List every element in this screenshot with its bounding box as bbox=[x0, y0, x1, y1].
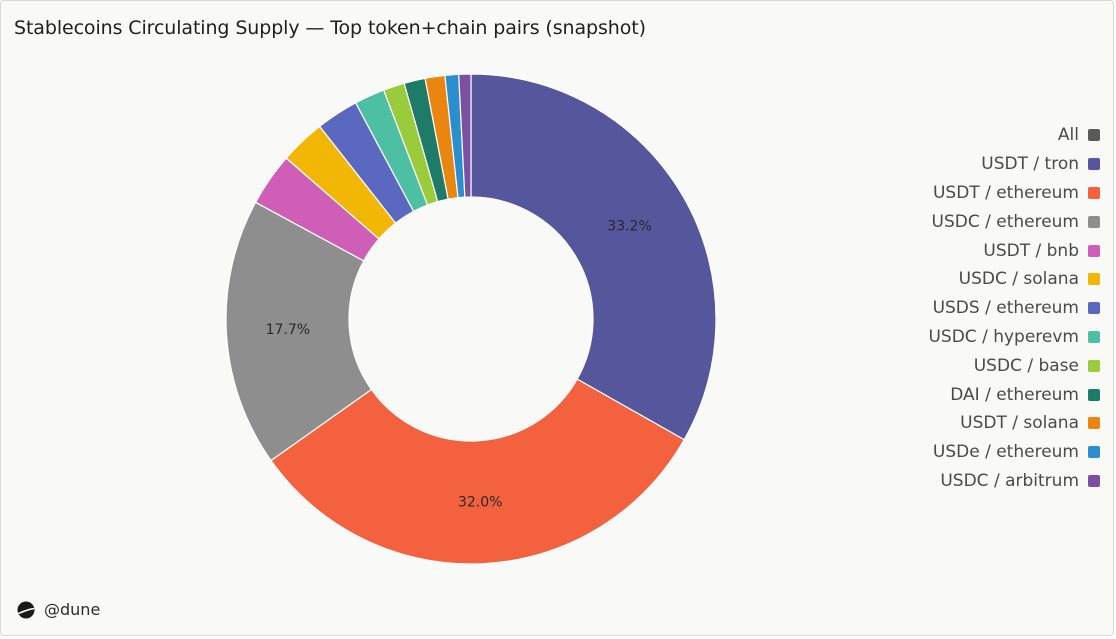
chart-title: Stablecoins Circulating Supply — Top tok… bbox=[14, 17, 646, 39]
legend-item[interactable]: USDC / hyperevm bbox=[928, 323, 1100, 352]
slice-data-label: 17.7% bbox=[266, 322, 310, 338]
legend-item[interactable]: USDT / ethereum bbox=[933, 179, 1100, 208]
legend-item[interactable]: DAI / ethereum bbox=[950, 380, 1100, 409]
legend-item[interactable]: USDS / ethereum bbox=[933, 294, 1100, 323]
legend-item[interactable]: USDT / bnb bbox=[983, 236, 1100, 265]
legend-item[interactable]: USDC / ethereum bbox=[931, 207, 1100, 236]
brand-watermark: @dune bbox=[17, 600, 100, 619]
legend-swatch bbox=[1088, 273, 1100, 286]
donut-slice[interactable] bbox=[225, 201, 373, 462]
legend-label: USDT / ethereum bbox=[932, 182, 1079, 203]
legend-swatch bbox=[1088, 359, 1100, 372]
slice-data-label: 33.2% bbox=[607, 219, 651, 235]
donut-slice[interactable] bbox=[270, 378, 686, 565]
legend-item[interactable]: USDe / ethereum bbox=[933, 438, 1100, 467]
legend-swatch bbox=[1088, 330, 1100, 343]
brand-text: @dune bbox=[44, 600, 101, 619]
chart-legend: All USDT / tron USDT / ethereum USDC / e… bbox=[928, 121, 1100, 495]
legend-item[interactable]: USDC / arbitrum bbox=[940, 467, 1100, 496]
dune-logo-icon bbox=[17, 601, 35, 618]
legend-item[interactable]: USDT / tron bbox=[981, 150, 1100, 179]
legend-item-all[interactable]: All bbox=[1058, 121, 1100, 150]
legend-label: DAI / ethereum bbox=[950, 384, 1079, 405]
legend-label: USDC / ethereum bbox=[931, 211, 1080, 232]
legend-swatch bbox=[1088, 186, 1100, 199]
legend-item[interactable]: USDC / solana bbox=[959, 265, 1100, 294]
slice-data-label: 32.0% bbox=[458, 494, 502, 510]
legend-label: USDT / solana bbox=[960, 413, 1079, 434]
legend-swatch bbox=[1088, 215, 1100, 228]
legend-label: USDC / base bbox=[973, 355, 1079, 376]
legend-label: USDC / hyperevm bbox=[928, 326, 1079, 347]
legend-swatch bbox=[1088, 158, 1100, 171]
legend-swatch bbox=[1088, 474, 1100, 487]
legend-swatch bbox=[1088, 388, 1100, 401]
legend-swatch bbox=[1088, 417, 1100, 430]
legend-label: USDT / tron bbox=[981, 154, 1079, 175]
legend-label: USDS / ethereum bbox=[932, 298, 1079, 319]
legend-swatch bbox=[1088, 244, 1100, 257]
donut-slice[interactable] bbox=[458, 73, 472, 198]
legend-label: USDe / ethereum bbox=[932, 442, 1079, 463]
legend-item[interactable]: USDT / solana bbox=[960, 409, 1100, 438]
legend-label: USDT / bnb bbox=[983, 240, 1079, 261]
legend-item[interactable]: USDC / base bbox=[974, 351, 1100, 380]
legend-label: USDC / arbitrum bbox=[940, 470, 1079, 491]
legend-swatch bbox=[1088, 446, 1100, 459]
donut-slice[interactable] bbox=[470, 73, 717, 441]
legend-label: USDC / solana bbox=[958, 269, 1079, 290]
legend-swatch bbox=[1088, 302, 1100, 315]
legend-swatch bbox=[1088, 129, 1100, 142]
legend-label: All bbox=[1057, 125, 1079, 146]
